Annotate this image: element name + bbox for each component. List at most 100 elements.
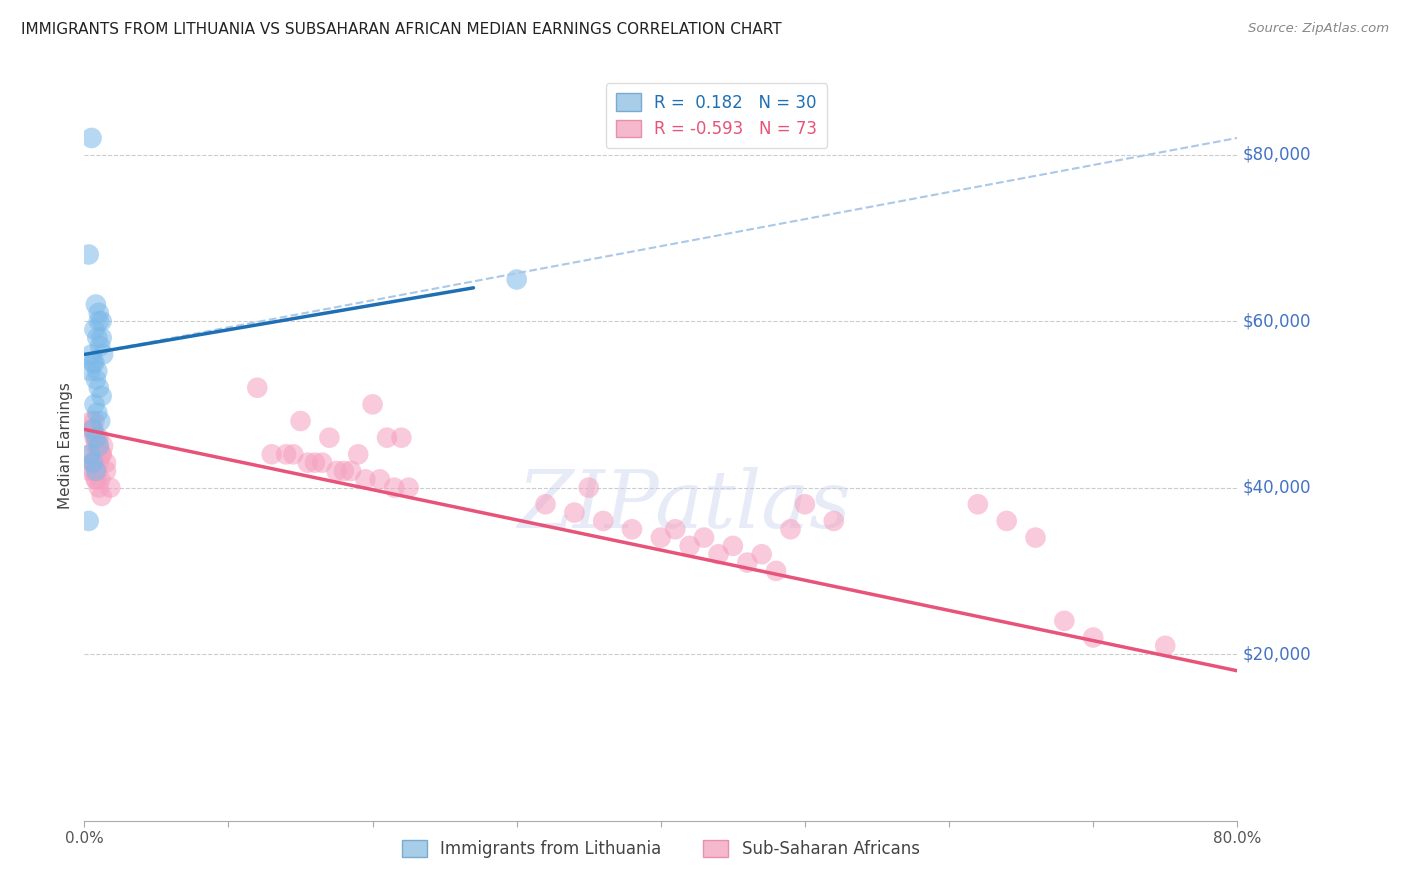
Point xyxy=(87,481,110,495)
Point xyxy=(318,431,340,445)
Point xyxy=(84,372,107,386)
Point xyxy=(765,564,787,578)
Point xyxy=(87,431,110,445)
Point xyxy=(86,331,108,345)
Point xyxy=(621,522,644,536)
Point xyxy=(94,456,117,470)
Point xyxy=(84,431,107,445)
Point xyxy=(87,314,110,328)
Point xyxy=(79,364,101,378)
Point xyxy=(375,431,398,445)
Point xyxy=(84,464,107,478)
Point xyxy=(89,414,111,428)
Point xyxy=(84,472,107,486)
Point xyxy=(86,447,108,461)
Text: $20,000: $20,000 xyxy=(1243,645,1312,663)
Point xyxy=(794,497,817,511)
Point xyxy=(311,456,333,470)
Text: IMMIGRANTS FROM LITHUANIA VS SUBSAHARAN AFRICAN MEDIAN EARNINGS CORRELATION CHAR: IMMIGRANTS FROM LITHUANIA VS SUBSAHARAN … xyxy=(21,22,782,37)
Point xyxy=(83,414,105,428)
Point xyxy=(283,447,305,461)
Point xyxy=(534,497,557,511)
Point xyxy=(89,472,111,486)
Text: $40,000: $40,000 xyxy=(1243,479,1312,497)
Point xyxy=(79,447,101,461)
Point xyxy=(721,539,744,553)
Point xyxy=(98,481,121,495)
Point xyxy=(77,514,100,528)
Point xyxy=(77,247,100,261)
Point xyxy=(91,347,114,361)
Point xyxy=(391,431,413,445)
Point xyxy=(89,447,111,461)
Point xyxy=(82,422,104,436)
Point xyxy=(398,481,420,495)
Point xyxy=(564,506,586,520)
Point xyxy=(650,531,672,545)
Point xyxy=(84,472,107,486)
Point xyxy=(368,472,391,486)
Point xyxy=(361,397,384,411)
Point xyxy=(82,464,104,478)
Text: ZIPatlas: ZIPatlas xyxy=(517,467,851,545)
Point xyxy=(82,456,104,470)
Point xyxy=(995,514,1018,528)
Point xyxy=(246,381,269,395)
Point xyxy=(80,347,103,361)
Point xyxy=(87,381,110,395)
Point xyxy=(260,447,283,461)
Point xyxy=(290,414,312,428)
Point xyxy=(325,464,347,478)
Point xyxy=(83,456,105,470)
Point xyxy=(737,556,759,570)
Point xyxy=(82,356,104,370)
Point xyxy=(333,464,356,478)
Point xyxy=(83,397,105,411)
Point xyxy=(82,422,104,436)
Point xyxy=(90,489,112,503)
Point xyxy=(87,306,110,320)
Point xyxy=(86,431,108,445)
Point xyxy=(84,431,107,445)
Point xyxy=(90,447,112,461)
Point xyxy=(967,497,990,511)
Point xyxy=(707,547,730,561)
Point xyxy=(87,439,110,453)
Point xyxy=(87,439,110,453)
Point xyxy=(94,464,117,478)
Point xyxy=(80,131,103,145)
Point xyxy=(84,297,107,311)
Text: $60,000: $60,000 xyxy=(1243,312,1312,330)
Point xyxy=(1025,531,1047,545)
Point xyxy=(340,464,363,478)
Point xyxy=(578,481,600,495)
Point xyxy=(679,539,702,553)
Point xyxy=(751,547,773,561)
Legend: Immigrants from Lithuania, Sub-Saharan Africans: Immigrants from Lithuania, Sub-Saharan A… xyxy=(395,833,927,864)
Point xyxy=(592,514,614,528)
Point xyxy=(90,331,112,345)
Point xyxy=(276,447,298,461)
Point xyxy=(80,414,103,428)
Point xyxy=(86,464,108,478)
Point xyxy=(90,389,112,403)
Point xyxy=(693,531,716,545)
Point xyxy=(84,439,107,453)
Point xyxy=(1083,631,1105,645)
Point xyxy=(90,447,112,461)
Point xyxy=(1053,614,1076,628)
Point xyxy=(382,481,405,495)
Point xyxy=(89,339,111,353)
Point xyxy=(80,422,103,436)
Text: Source: ZipAtlas.com: Source: ZipAtlas.com xyxy=(1249,22,1389,36)
Point xyxy=(86,364,108,378)
Point xyxy=(79,447,101,461)
Point xyxy=(82,456,104,470)
Point xyxy=(506,272,529,286)
Text: $80,000: $80,000 xyxy=(1243,145,1312,163)
Point xyxy=(354,472,377,486)
Point xyxy=(304,456,326,470)
Point xyxy=(823,514,845,528)
Point xyxy=(83,322,105,336)
Point xyxy=(90,314,112,328)
